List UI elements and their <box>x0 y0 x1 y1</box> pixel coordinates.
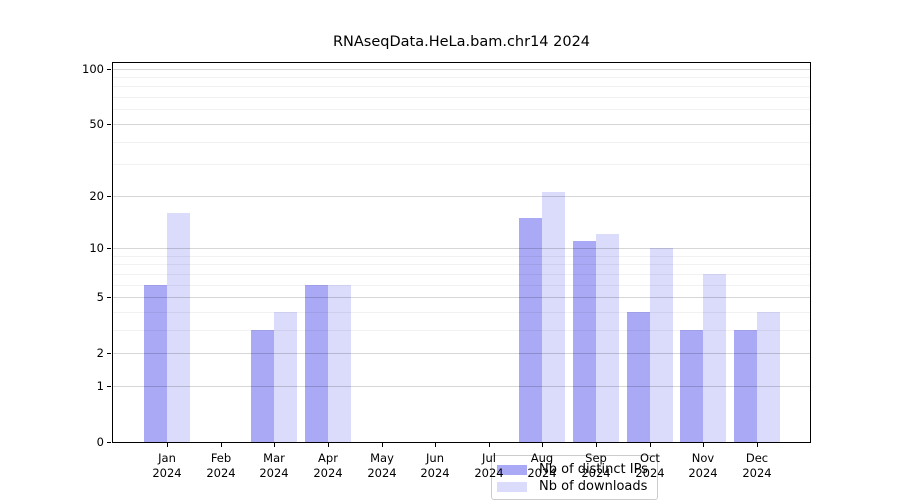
y-tick-label-10: 10 <box>89 241 104 255</box>
x-tick-label-jul: Jul 2024 <box>474 451 504 480</box>
x-tick-mark-dec <box>757 443 758 447</box>
x-tick-mark-jul <box>489 443 490 447</box>
bar-downloads-aug <box>542 192 566 442</box>
legend-label-distinct-ips: Nb of distinct IPs <box>539 462 648 477</box>
gridline-minor-70 <box>113 97 810 98</box>
x-tick-label-oct: Oct 2024 <box>635 451 665 480</box>
bar-distinct-ips-oct <box>626 312 650 442</box>
gridline-minor-30 <box>113 164 810 165</box>
x-tick-label-sep: Sep 2024 <box>581 451 611 480</box>
bar-downloads-apr <box>327 285 351 442</box>
y-tick-mark-0 <box>107 442 111 443</box>
bar-downloads-dec <box>757 312 781 442</box>
y-tick-mark-100 <box>107 69 111 70</box>
gridline-major-5 <box>113 297 810 298</box>
gridline-minor-6 <box>113 285 810 286</box>
x-tick-mark-sep <box>596 443 597 447</box>
x-tick-label-aug: Aug 2024 <box>527 451 557 480</box>
legend: Nb of distinct IPs Nb of downloads <box>491 455 658 500</box>
bar-distinct-ips-nov <box>680 330 704 442</box>
x-tick-label-nov: Nov 2024 <box>688 451 718 480</box>
gridline-minor-4 <box>113 312 810 313</box>
x-tick-label-jan: Jan 2024 <box>152 451 182 480</box>
gridline-major-10 <box>113 248 810 249</box>
y-tick-label-5: 5 <box>96 290 104 304</box>
y-tick-mark-10 <box>107 248 111 249</box>
x-tick-mark-nov <box>703 443 704 447</box>
y-tick-label-0: 0 <box>96 435 104 449</box>
x-tick-label-apr: Apr 2024 <box>313 451 343 480</box>
x-tick-mark-aug <box>542 443 543 447</box>
bar-distinct-ips-mar <box>251 330 275 442</box>
legend-item-downloads: Nb of downloads <box>497 479 651 494</box>
y-tick-mark-5 <box>107 297 111 298</box>
y-tick-mark-20 <box>107 196 111 197</box>
x-tick-label-may: May 2024 <box>367 451 397 480</box>
bar-distinct-ips-dec <box>734 330 758 442</box>
x-tick-mark-jun <box>435 443 436 447</box>
bar-downloads-sep <box>596 234 620 442</box>
x-tick-mark-jan <box>167 443 168 447</box>
x-tick-mark-may <box>382 443 383 447</box>
gridline-major-2 <box>113 353 810 354</box>
legend-label-downloads: Nb of downloads <box>539 479 648 494</box>
x-tick-mark-oct <box>650 443 651 447</box>
x-tick-mark-feb <box>221 443 222 447</box>
bar-distinct-ips-sep <box>573 241 597 442</box>
x-tick-mark-mar <box>274 443 275 447</box>
gridline-major-50 <box>113 124 810 125</box>
bar-downloads-nov <box>703 274 727 442</box>
y-tick-mark-50 <box>107 124 111 125</box>
bar-downloads-jan <box>167 213 190 442</box>
gridline-major-20 <box>113 196 810 197</box>
gridline-major-1 <box>113 386 810 387</box>
gridline-minor-8 <box>113 264 810 265</box>
y-tick-label-50: 50 <box>89 117 104 131</box>
y-tick-label-20: 20 <box>89 189 104 203</box>
chart-title: RNAseqData.HeLa.bam.chr14 2024 <box>332 34 591 50</box>
y-tick-label-1: 1 <box>96 379 104 393</box>
plot-area: Nb of distinct IPs Nb of downloads <box>112 62 811 500</box>
bar-distinct-ips-aug <box>519 218 543 442</box>
gridline-minor-60 <box>113 109 810 110</box>
gridline-minor-90 <box>113 77 810 78</box>
x-tick-label-dec: Dec 2024 <box>742 451 772 480</box>
legend-swatch-downloads <box>497 481 527 492</box>
y-tick-mark-1 <box>107 386 111 387</box>
x-tick-label-jun: Jun 2024 <box>420 451 450 480</box>
x-tick-label-mar: Mar 2024 <box>259 451 289 480</box>
gridline-minor-80 <box>113 86 810 87</box>
gridline-minor-9 <box>113 256 810 257</box>
bar-distinct-ips-jan <box>144 285 167 442</box>
gridline-minor-7 <box>113 274 810 275</box>
bar-downloads-mar <box>274 312 298 442</box>
legend-swatch-distinct-ips <box>497 464 527 475</box>
gridline-minor-40 <box>113 142 810 143</box>
y-tick-label-2: 2 <box>96 346 104 360</box>
x-tick-label-feb: Feb 2024 <box>206 451 236 480</box>
x-tick-mark-apr <box>328 443 329 447</box>
bar-downloads-oct <box>649 248 673 442</box>
gridline-minor-3 <box>113 330 810 331</box>
y-tick-label-100: 100 <box>82 62 104 76</box>
bar-distinct-ips-apr <box>304 285 328 442</box>
legend-item-distinct-ips: Nb of distinct IPs <box>497 462 651 477</box>
y-tick-mark-2 <box>107 353 111 354</box>
gridline-major-100 <box>113 69 810 70</box>
